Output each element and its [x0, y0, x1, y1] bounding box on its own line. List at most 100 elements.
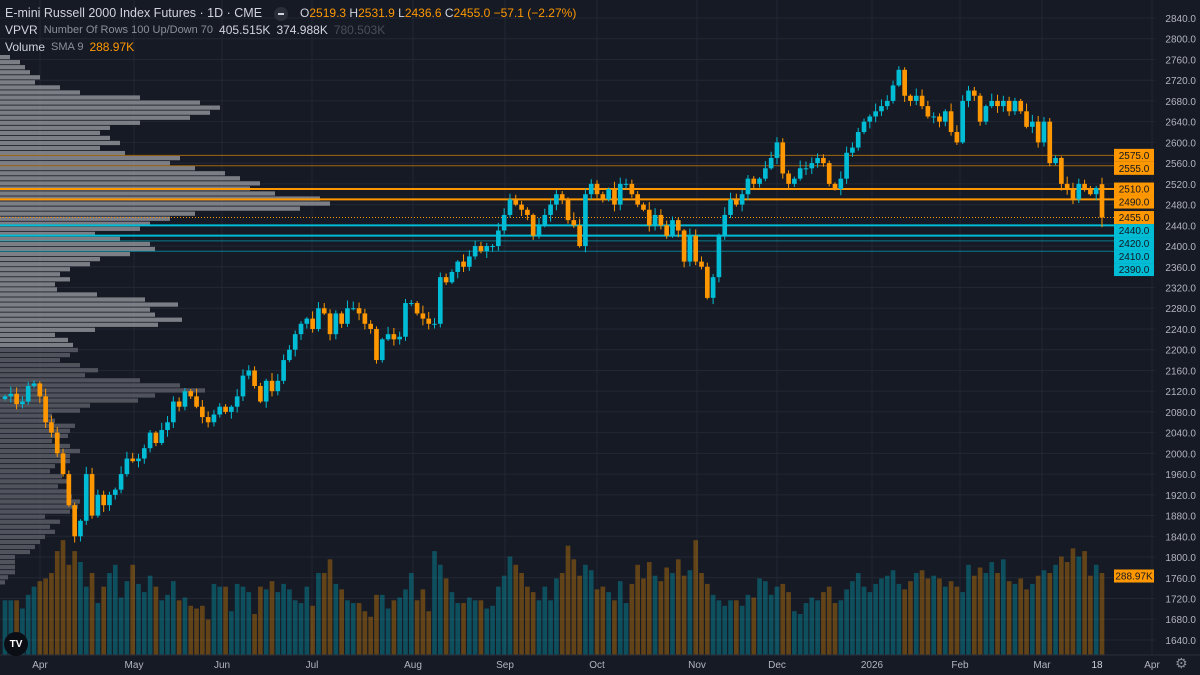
volume-bar: [1030, 583, 1035, 655]
vpvr-row: [0, 580, 5, 585]
candle-body: [362, 313, 368, 324]
candle-body: [310, 318, 315, 329]
volume-bar: [356, 603, 362, 655]
vpvr-row: [0, 352, 70, 358]
volume-bar: [942, 586, 948, 655]
candle-body: [455, 261, 461, 272]
volume-bar: [478, 600, 484, 655]
volume-bar: [136, 583, 141, 655]
candle-body: [977, 95, 983, 122]
price-tick-label: 2000.0: [1165, 449, 1196, 460]
volume-bar: [1041, 570, 1047, 655]
volume-bar: [339, 589, 344, 655]
vpvr-row: [0, 519, 60, 524]
candle-body: [443, 277, 449, 283]
symbol-row: E-mini Russell 2000 Index Futures · 1D ·…: [5, 5, 576, 22]
candle-body: [269, 380, 275, 392]
symbol-title[interactable]: E-mini Russell 2000 Index Futures · 1D ·…: [5, 6, 263, 20]
volume-bar: [443, 578, 449, 655]
volume-bar: [908, 581, 913, 655]
volume-bar: [252, 613, 257, 655]
vpvr-row: [0, 216, 170, 221]
vpvr-row: [0, 60, 20, 65]
vpvr-row: [0, 145, 100, 151]
volume-bar: [809, 597, 815, 655]
vpvr-row: [0, 358, 60, 363]
candle-body: [141, 448, 147, 459]
candle-body: [171, 401, 176, 423]
candle-body: [913, 95, 919, 101]
volume-bar: [774, 586, 780, 655]
candle-body: [809, 163, 815, 169]
volume-bar: [37, 581, 43, 655]
volume-bar: [919, 570, 925, 655]
vpvr-row: [0, 211, 195, 216]
volume-bar: [1001, 559, 1006, 655]
price-tick-label: 2720.0: [1165, 76, 1196, 87]
volume-bar: [234, 583, 240, 655]
volume-bar: [223, 586, 228, 655]
candle-body: [867, 116, 873, 122]
tradingview-logo[interactable]: TV: [4, 632, 28, 656]
candle-body: [408, 303, 414, 305]
volume-bar: [171, 581, 176, 655]
volume-bar: [896, 583, 902, 655]
candle-body: [60, 453, 66, 475]
candle-body: [548, 204, 553, 215]
time-axis-label: Apr: [1144, 660, 1160, 671]
candle-body: [1012, 100, 1018, 112]
candle-body: [107, 494, 112, 506]
settings-gear-icon[interactable]: ⚙: [1175, 655, 1188, 671]
volume-bar: [165, 594, 170, 655]
candle-body: [1053, 157, 1058, 164]
collapse-icon[interactable]: [274, 6, 289, 21]
volume-legend[interactable]: Volume SMA 9 288.97K: [5, 39, 576, 56]
vpvr-row: [0, 378, 140, 383]
volume-bar: [1012, 583, 1018, 655]
candle-body: [1041, 121, 1047, 143]
vpvr-row: [0, 287, 57, 292]
vpvr-row: [0, 347, 78, 353]
vpvr-row: [0, 509, 70, 514]
vpvr-row: [0, 363, 80, 368]
price-tag-label: 2390.0: [1119, 265, 1150, 276]
vpvr-row: [0, 408, 80, 413]
price-tick-label: 1640.0: [1165, 636, 1196, 647]
price-tick-label: 2240.0: [1165, 325, 1196, 336]
volume-bar: [850, 581, 855, 655]
vpvr-row: [0, 297, 145, 302]
candle-body: [258, 385, 263, 402]
close-label: C: [444, 6, 454, 20]
volume-bar: [1070, 548, 1076, 655]
candle-body: [165, 422, 170, 431]
volume-bar: [345, 600, 350, 655]
candle-body: [478, 246, 484, 252]
candle-body: [751, 178, 757, 184]
vpvr-row: [0, 181, 260, 186]
vpvr-row: [0, 494, 72, 499]
volume-name: Volume: [5, 40, 46, 54]
volume-bar: [530, 592, 536, 655]
time-axis-label: Jun: [214, 660, 230, 671]
candle-body: [780, 142, 786, 174]
price-tag-label: 2440.0: [1119, 226, 1150, 237]
volume-bar: [757, 578, 762, 655]
price-tick-label: 2800.0: [1165, 35, 1196, 46]
vpvr-row: [0, 236, 120, 242]
vpvr-legend[interactable]: VPVR Number Of Rows 100 Up/Down 70 405.5…: [5, 22, 576, 39]
candle-body: [176, 401, 182, 407]
volume-bar: [1035, 575, 1041, 655]
volume-bar: [2, 600, 8, 655]
candle-body: [217, 406, 223, 415]
candle-body: [252, 370, 257, 386]
volume-bar: [107, 572, 112, 655]
vpvr-row: [0, 110, 210, 115]
volume-bar: [269, 581, 275, 655]
volume-bar: [664, 567, 670, 655]
vpvr-row: [0, 575, 8, 580]
volume-bar: [176, 600, 182, 655]
candle-body: [1047, 121, 1053, 164]
volume-bar: [995, 572, 1000, 655]
candle-body: [397, 336, 403, 340]
